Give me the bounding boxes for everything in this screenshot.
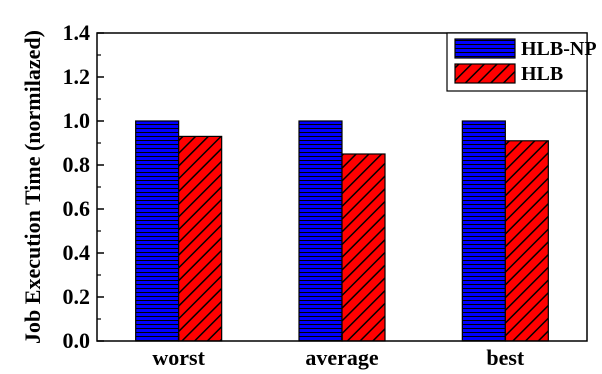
x-tick-label-worst: worst xyxy=(152,345,205,370)
bar-hlb-worst xyxy=(178,135,223,342)
bar-hlb-average xyxy=(341,153,386,342)
y-tick-label: 1.2 xyxy=(63,64,91,89)
legend-swatch-hlb xyxy=(454,63,516,84)
y-axis: 0.0 0.2 0.4 0.6 0.8 1.0 1.2 1.4 xyxy=(63,20,104,353)
bar-hlb-best xyxy=(504,140,549,342)
bar-hlb-np-average xyxy=(298,120,343,342)
x-tick-label-best: best xyxy=(486,345,525,370)
bar-hlb-np-best xyxy=(461,120,506,342)
legend: HLB-NP HLB xyxy=(446,32,597,92)
y-tick-label: 0.0 xyxy=(63,328,91,353)
y-tick-label: 1.4 xyxy=(63,20,91,45)
legend-swatch-hlb-np xyxy=(454,38,516,59)
y-tick-label: 0.4 xyxy=(63,240,91,265)
y-tick-label: 0.2 xyxy=(63,284,91,309)
y-axis-label: Job Execution Time (normilazed) xyxy=(20,30,45,344)
y-tick-label: 0.8 xyxy=(63,152,91,177)
y-tick-label: 1.0 xyxy=(63,108,91,133)
bars-layer xyxy=(135,120,549,342)
x-tick-label-average: average xyxy=(305,345,379,370)
bar-hlb-np-worst xyxy=(135,120,180,342)
y-tick-label: 0.6 xyxy=(63,196,91,221)
legend-label-hlb: HLB xyxy=(521,63,563,85)
x-axis: worst average best xyxy=(152,334,525,370)
legend-label-hlb-np: HLB-NP xyxy=(521,38,597,60)
